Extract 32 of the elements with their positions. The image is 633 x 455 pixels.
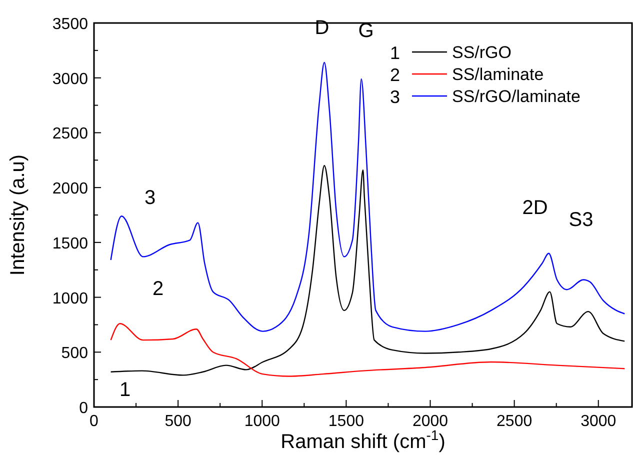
x-tick-label: 500	[164, 413, 192, 430]
annotation: 3	[144, 187, 156, 209]
y-tick-label: 3000	[52, 70, 88, 88]
annotation: 1	[119, 379, 131, 401]
annotation: 2D	[522, 197, 548, 219]
y-tick-label: 0	[79, 400, 88, 417]
y-tick-label: 1500	[52, 235, 88, 252]
y-tick-label: 2500	[52, 126, 88, 143]
legend-label: SS/rGO/laminate	[452, 87, 580, 106]
x-tick-label: 2000	[412, 413, 448, 430]
annotation: S3	[568, 209, 594, 231]
line-series	[110, 323, 626, 377]
x-tick-label: 1500	[328, 413, 364, 430]
text: 2	[390, 65, 400, 85]
legend-label: SS/rGO	[452, 43, 512, 62]
text: 1	[390, 43, 400, 63]
line-series	[110, 165, 626, 376]
y-tick-label: 3500	[52, 16, 88, 33]
y-tick-label: 500	[61, 345, 88, 362]
x-tick-label: 2500	[496, 413, 532, 430]
y-tick-label: 2000	[52, 180, 88, 198]
text: 3	[390, 87, 400, 107]
annotation: 2	[152, 278, 164, 300]
x-tick-label: 3000	[580, 413, 616, 430]
x-tick-label: 1000	[244, 413, 280, 430]
x-tick-label: 0	[90, 413, 99, 430]
x-axis-title: Raman shift (cm$^{-1}$)	[280, 427, 446, 453]
line-series	[110, 62, 626, 332]
annotation: G	[358, 20, 374, 42]
y-axis-title: Intensity (a.u)	[7, 154, 29, 276]
y-tick-label: 1000	[52, 290, 88, 308]
legend-label: SS/laminate	[452, 65, 544, 84]
